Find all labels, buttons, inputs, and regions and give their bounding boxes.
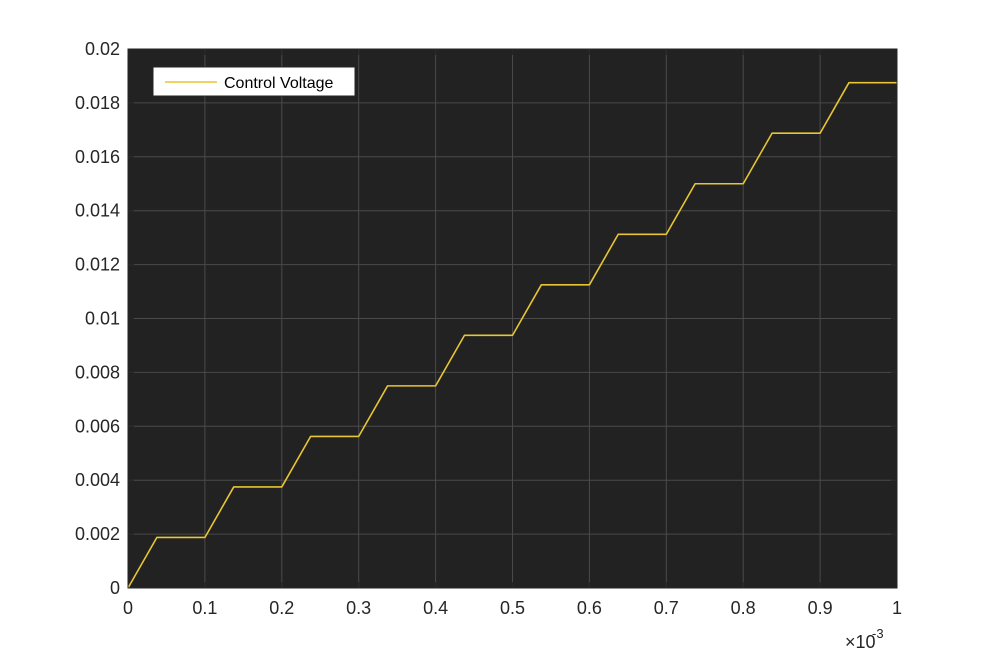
legend[interactable]: Control Voltage — [152, 66, 356, 97]
legend-label-0: Control Voltage — [224, 75, 334, 92]
x-tick-label: 0 — [123, 598, 133, 618]
y-tick-label: 0.016 — [75, 147, 120, 167]
y-tick-label: 0.01 — [85, 309, 120, 329]
y-tick-label: 0.006 — [75, 416, 120, 436]
y-tick-label: 0.002 — [75, 524, 120, 544]
x-tick-label: 0.2 — [269, 598, 294, 618]
x-tick-label: 0.1 — [192, 598, 217, 618]
ticks: 0 0.1 0.2 0.3 0.4 0.5 0.6 0.7 0.8 0.9 1 0 0.002 0.004… — [75, 39, 902, 618]
x-tick-label: 1 — [892, 598, 902, 618]
series-layer — [127, 81, 897, 589]
y-tick-label: 0.012 — [75, 255, 120, 275]
y-tick-label: 0.004 — [75, 470, 120, 490]
x-tick-label: 0.8 — [731, 598, 756, 618]
x-axis-exponent: ×10 -3 — [845, 626, 884, 652]
x-tick-label: 0.3 — [346, 598, 371, 618]
x-tick-label: 0.7 — [654, 598, 679, 618]
y-tick-label: 0 — [110, 578, 120, 598]
y-tick-label: 0.02 — [85, 39, 120, 59]
x-exponent-power: -3 — [872, 626, 884, 641]
y-tick-label: 0.008 — [75, 362, 120, 382]
y-tick-label: 0.014 — [75, 201, 120, 221]
x-tick-label: 0.6 — [577, 598, 602, 618]
x-tick-label: 0.5 — [500, 598, 525, 618]
x-tick-label: 0.4 — [423, 598, 448, 618]
x-tick-label: 0.9 — [808, 598, 833, 618]
y-tick-label: 0.018 — [75, 93, 120, 113]
series-line-0 — [127, 81, 897, 589]
x-exponent-base: ×10 — [845, 632, 876, 652]
